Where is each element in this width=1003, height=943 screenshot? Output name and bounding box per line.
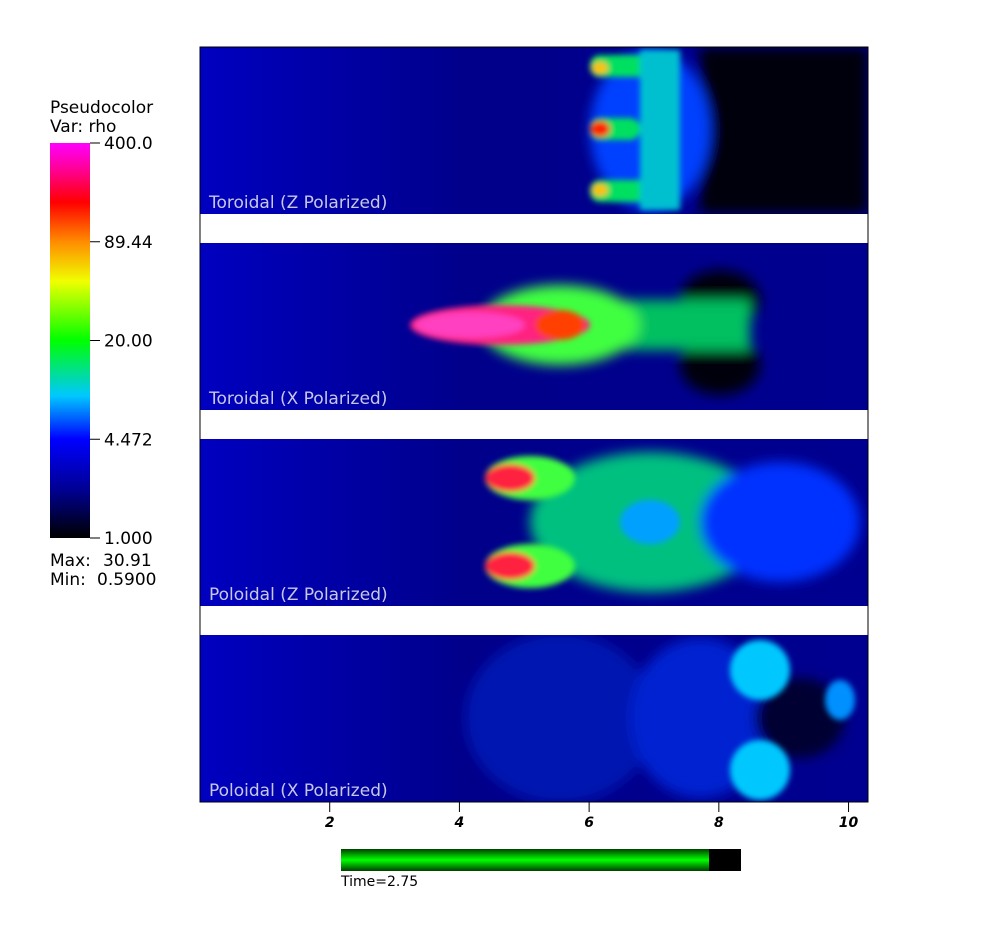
- x-tick-label: 2: [325, 815, 335, 831]
- panel: [200, 47, 868, 214]
- panel-title: Poloidal (Z Polarized): [209, 585, 388, 605]
- color-bar-label: 89.44: [104, 233, 153, 253]
- color-bar-label: 1.000: [104, 529, 153, 549]
- panel-title: Poloidal (X Polarized): [209, 781, 388, 801]
- panel-title: Toroidal (Z Polarized): [208, 193, 387, 213]
- color-bar-label: 20.00: [104, 332, 153, 352]
- x-tick-label: 6: [584, 815, 594, 831]
- panel: [200, 243, 868, 410]
- x-tick-label: 4: [454, 815, 465, 831]
- min-label: Min:: [50, 570, 86, 590]
- x-tick-label: 10: [839, 815, 859, 831]
- legend-title: Pseudocolor: [50, 98, 153, 118]
- time-label: Time=2.75: [340, 874, 418, 890]
- x-tick-label: 8: [714, 815, 724, 831]
- max-value: 30.91: [103, 551, 152, 571]
- min-value: 0.5900: [97, 570, 156, 590]
- panel-title: Toroidal (X Polarized): [208, 389, 387, 409]
- color-bar-label: 4.472: [104, 430, 153, 450]
- legend-variable: Var: rho: [50, 117, 116, 137]
- color-bar-label: 400.0: [104, 134, 153, 154]
- panel: [200, 635, 868, 802]
- color-bar: [50, 143, 90, 538]
- panel: [200, 439, 868, 606]
- time-progress: [341, 849, 709, 871]
- max-label: Max:: [50, 551, 91, 571]
